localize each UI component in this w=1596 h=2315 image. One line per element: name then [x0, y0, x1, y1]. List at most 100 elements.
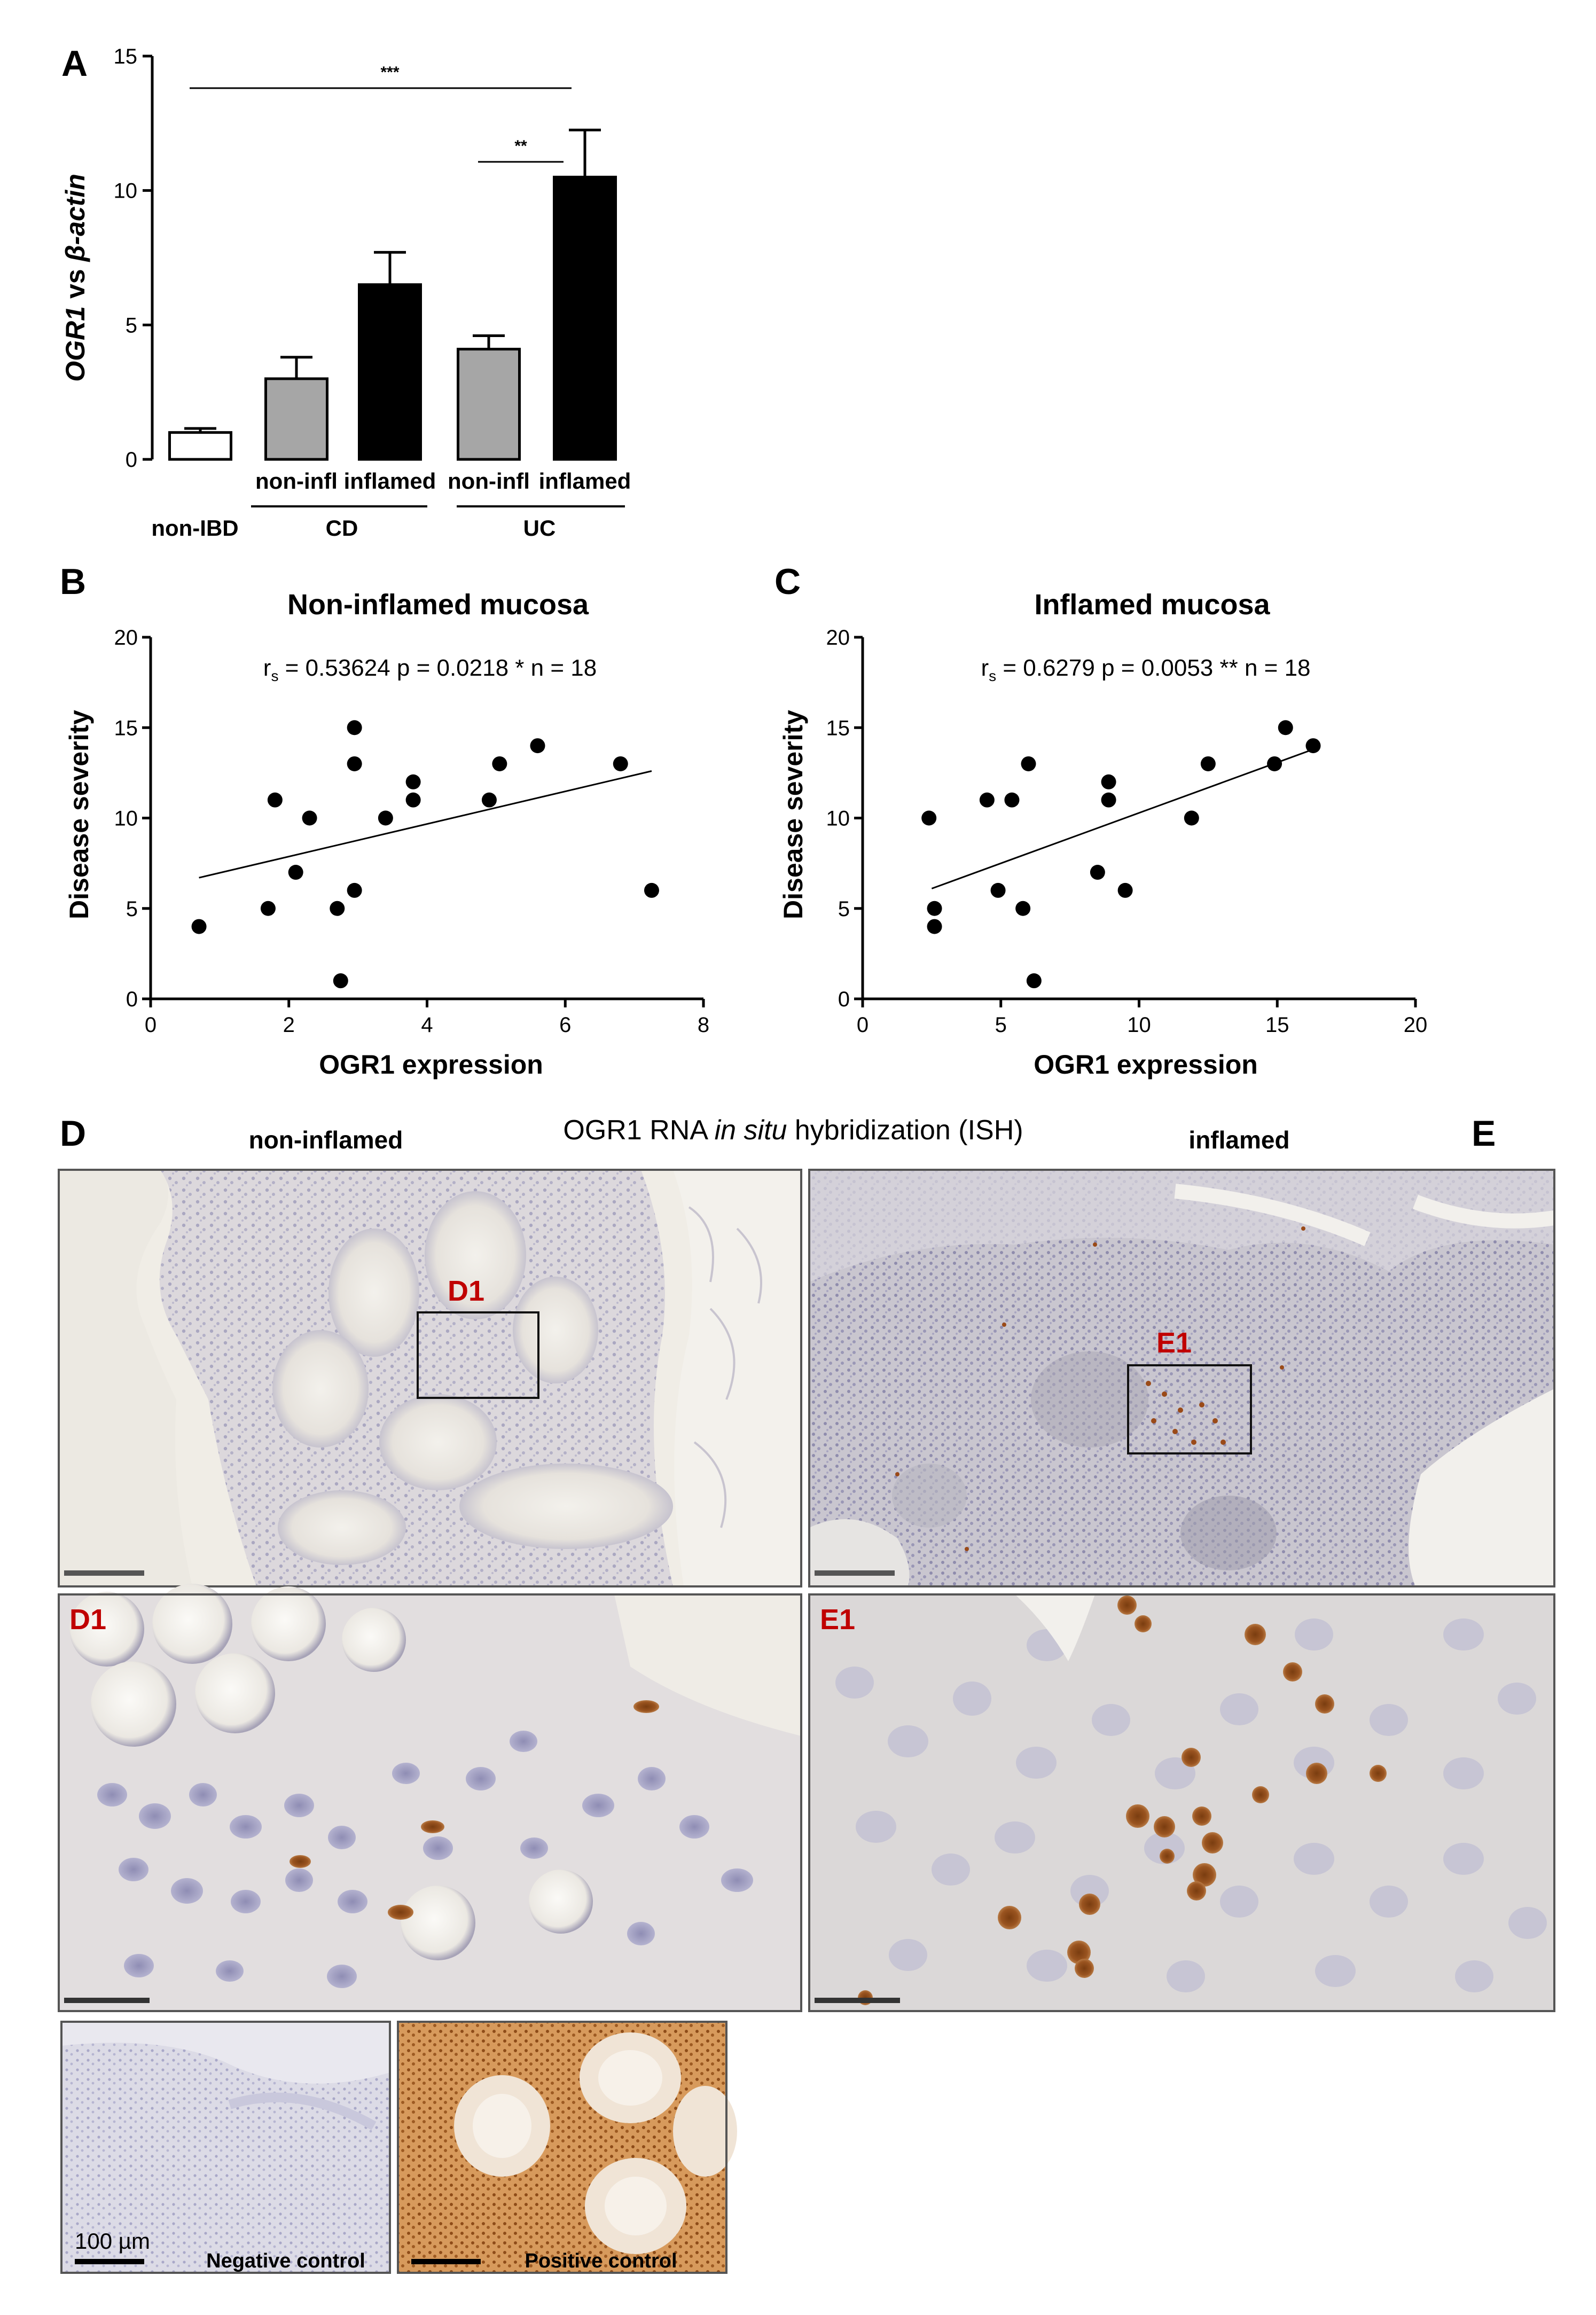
label-non-inflamed: non-inflamed — [249, 1126, 403, 1154]
bar — [457, 348, 521, 461]
roi-tag-e1: E1 — [820, 1604, 855, 1636]
data-point — [1200, 756, 1216, 771]
bar — [553, 176, 617, 461]
data-point — [1004, 792, 1020, 808]
x-tick-label: 4 — [421, 1013, 433, 1037]
y-tick-label: 5 — [838, 897, 850, 921]
y-tick-label-a: 15 — [114, 45, 138, 68]
group-labels-a: non-IBD CD UC — [151, 505, 625, 541]
data-point — [921, 810, 937, 826]
y-tick-label: 15 — [826, 716, 850, 740]
data-point — [347, 756, 362, 771]
y-axis-title-a: OGR1 vs β-actin — [60, 174, 90, 382]
stats-b: rs = 0.53624 p = 0.0218 * n = 18 — [263, 655, 597, 684]
axes-c: 0 5 10 15 20 0 5 10 15 20 — [826, 626, 1428, 1037]
category-label: inflamed — [344, 468, 436, 494]
x-tick-label: 2 — [283, 1013, 295, 1037]
micrograph-e1: E1 — [808, 1593, 1555, 2012]
x-tick-label: 0 — [145, 1013, 157, 1037]
x-axis-title-b: OGR1 expression — [319, 1050, 543, 1080]
category-label: non-infl — [255, 468, 338, 494]
y-tick-label: 20 — [826, 626, 850, 650]
y-tick-label-a: 5 — [126, 314, 137, 337]
points-c — [921, 720, 1321, 989]
bar — [168, 431, 232, 461]
micrograph-d1: D1 — [58, 1584, 802, 2012]
data-point — [1184, 810, 1199, 826]
fit-line — [931, 748, 1314, 889]
regression-line-b — [199, 770, 652, 879]
fit-line — [199, 770, 652, 879]
ish-section: D E OGR1 RNA in situ hybridization (ISH)… — [58, 1113, 1556, 2274]
x-axis-title-c: OGR1 expression — [1034, 1050, 1258, 1080]
data-point — [288, 865, 303, 880]
micrograph-e: E1 — [808, 1169, 1556, 1587]
data-point — [1278, 720, 1293, 736]
label-inflamed: inflamed — [1188, 1126, 1289, 1154]
data-point — [1026, 973, 1042, 989]
data-point — [333, 973, 348, 989]
panel-letter-d: D — [60, 1113, 86, 1154]
data-point — [1117, 882, 1133, 898]
data-point — [530, 738, 545, 754]
y-tick-label: 0 — [126, 988, 138, 1011]
data-point — [979, 792, 995, 808]
panel-letter-b: B — [60, 561, 86, 602]
y-tick-label: 0 — [838, 988, 850, 1011]
y-tick-label: 10 — [114, 807, 138, 831]
y-tick-label: 10 — [826, 807, 850, 831]
category-label: inflamed — [539, 468, 631, 494]
x-tick-label: 20 — [1404, 1013, 1428, 1037]
significance-brackets: ***** — [190, 64, 572, 163]
label-negative-control: Negative control — [206, 2250, 365, 2272]
roi-tag-d1: D1 — [69, 1604, 106, 1636]
y-tick-label: 15 — [114, 716, 138, 740]
data-point — [1090, 865, 1105, 880]
data-point — [1267, 756, 1282, 771]
axes-b: 0 5 10 15 20 0 2 4 6 8 — [114, 626, 710, 1037]
data-point — [405, 774, 421, 789]
y-axis-title-b: Disease severity — [64, 710, 94, 919]
y-tick-label: 20 — [114, 626, 138, 650]
data-point — [191, 919, 207, 934]
label-positive-control: Positive control — [525, 2250, 677, 2272]
sig-label: *** — [380, 64, 399, 81]
data-point — [302, 810, 317, 826]
micrograph-d: D1 — [58, 1169, 802, 1587]
data-point — [347, 720, 362, 736]
x-tick-label: 5 — [995, 1013, 1007, 1037]
data-point — [405, 792, 421, 808]
x-tick-label: 10 — [1127, 1013, 1151, 1037]
panel-letter-c: C — [774, 561, 801, 602]
micrograph-positive-control: Positive control — [397, 2021, 737, 2274]
data-point — [378, 810, 393, 826]
data-point — [1015, 901, 1031, 916]
axes-a: 0 5 10 15 — [114, 45, 154, 472]
group-label: non-IBD — [151, 515, 238, 541]
group-label: UC — [523, 515, 556, 541]
y-tick-label-a: 10 — [114, 179, 138, 203]
bar — [264, 377, 328, 461]
data-point — [260, 901, 276, 916]
data-point — [267, 792, 283, 808]
bars-a — [168, 128, 617, 461]
data-point — [1101, 774, 1116, 789]
scale-label: 100 µm — [75, 2228, 150, 2254]
category-label: non-infl — [448, 468, 530, 494]
panel-letter-a: A — [61, 43, 88, 84]
bar — [358, 283, 422, 461]
data-point — [492, 756, 507, 771]
panel-letter-e: E — [1472, 1113, 1496, 1154]
x-tick-label: 15 — [1265, 1013, 1289, 1037]
data-point — [481, 792, 497, 808]
scatter-panel-b: B Non-inflamed mucosa rs = 0.53624 p = 0… — [60, 561, 709, 1080]
data-point — [613, 756, 628, 771]
data-point — [644, 882, 659, 898]
regression-line-c — [931, 748, 1314, 889]
data-point — [1305, 738, 1321, 754]
data-point — [1021, 756, 1036, 771]
sig-label: ** — [514, 137, 527, 155]
plot-title-c: Inflamed mucosa — [1034, 589, 1270, 621]
